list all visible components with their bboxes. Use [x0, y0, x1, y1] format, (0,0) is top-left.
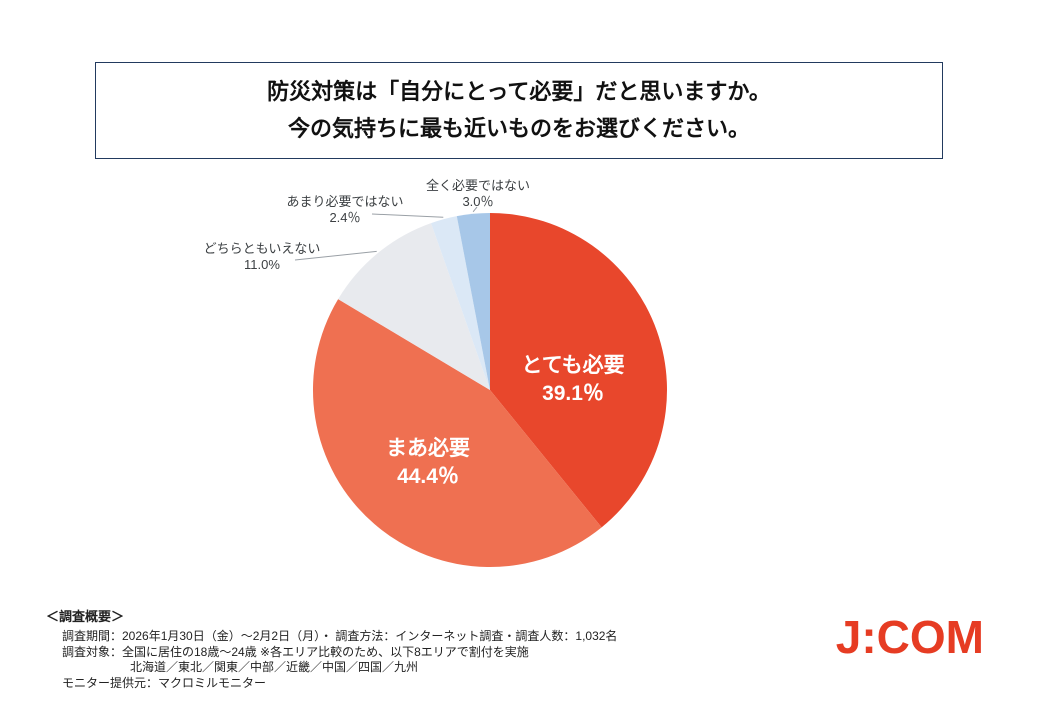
pie-slice-2 [338, 223, 490, 390]
pie-slice-0 [490, 212, 668, 528]
leader-line-4 [472, 206, 478, 213]
pie-slice-4 [456, 213, 490, 390]
survey-areas-line: 北海道／東北／関東／中部／近畿／中国／四国／九州 [130, 660, 419, 674]
survey-question-box: 防災対策は「自分にとって必要」だと思いますか。 今の気持ちに最も近いものをお選び… [95, 62, 943, 159]
pie-label-maa-hitsuyou: まあ必要 44.4％ [343, 435, 513, 492]
pie-label-maa-value: 44.4％ [397, 465, 459, 489]
pie-label-amari-value: 2.4％ [329, 209, 361, 225]
pie-label-totemo-hitsuyou: とても必要 39.1％ [488, 352, 658, 409]
survey-overview-heading: ＜調査概要＞ [46, 609, 125, 624]
leader-line-3 [371, 213, 444, 218]
leader-line-2 [294, 250, 377, 261]
survey-overview: ＜調査概要＞ 調査期間：2026年1月30日（金）～2月2日（月）・ 調査方法：… [46, 606, 617, 691]
pie-label-totemo-value: 39.1％ [542, 382, 604, 406]
survey-monitor-line: モニター提供元：マクロミルモニター [62, 675, 267, 690]
survey-period-line: 調査期間：2026年1月30日（金）～2月2日（月）・ 調査方法：インターネット… [62, 629, 618, 643]
pie-label-maa-text: まあ必要 [386, 437, 470, 460]
pie-label-mattaku-value: 3.0％ [462, 193, 494, 209]
pie-label-totemo-text: とても必要 [521, 354, 625, 377]
pie-label-amari: あまり必要ではない 2.4％ [270, 194, 420, 225]
pie-label-mattaku-text: 全く必要ではない [425, 178, 530, 193]
pie-label-dochira-value: 11.0% [244, 256, 280, 272]
survey-target-line: 調査対象：全国に居住の18歳～24歳 ※各エリア比較のため、以下8エリアで割付を… [62, 644, 529, 659]
pie-label-amari-text: あまり必要ではない [286, 194, 404, 209]
pie-label-dochira-text: どちらともいえない [203, 241, 321, 256]
jcom-logo: J:COM [835, 611, 984, 663]
survey-question-line1: 防災対策は「自分にとって必要」だと思いますか。 [267, 79, 771, 105]
pie-slice-1 [312, 299, 602, 568]
pie-label-mattaku: 全く必要ではない 3.0％ [403, 178, 553, 209]
pie-slice-3 [431, 216, 490, 390]
pie-label-dochira: どちらともいえない 11.0% [187, 241, 337, 272]
survey-question-line2: 今の気持ちに最も近いものをお選びください。 [287, 115, 750, 141]
